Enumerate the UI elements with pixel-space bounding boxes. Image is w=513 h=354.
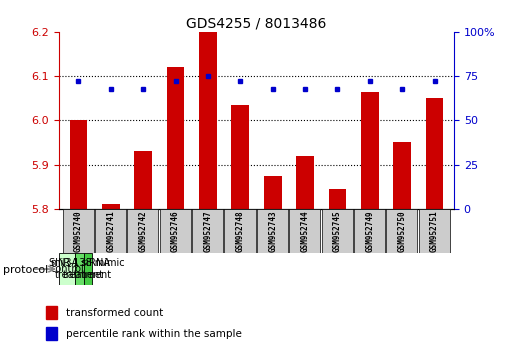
Bar	[289, 209, 320, 253]
Text: GSM952750: GSM952750	[398, 210, 407, 252]
Text: GSM952746: GSM952746	[171, 210, 180, 252]
Text: GSM952751: GSM952751	[430, 210, 439, 252]
Bar	[95, 209, 126, 253]
Bar	[84, 253, 92, 285]
Text: GSM952745: GSM952745	[333, 210, 342, 252]
Text: GSM952744: GSM952744	[301, 210, 309, 252]
Text: GSM952741: GSM952741	[106, 210, 115, 252]
Bar	[354, 209, 385, 253]
Title: GDS4255 / 8013486: GDS4255 / 8013486	[186, 17, 327, 31]
Text: GSM952740: GSM952740	[74, 210, 83, 252]
Text: GSM952743: GSM952743	[268, 210, 277, 252]
Text: protocol: protocol	[3, 265, 48, 275]
Bar	[127, 209, 159, 253]
Text: GSM952747: GSM952747	[204, 210, 212, 252]
Bar	[160, 209, 191, 253]
Bar	[426, 98, 443, 209]
Bar	[264, 176, 282, 209]
Bar	[75, 253, 84, 285]
Bar	[257, 209, 288, 253]
Bar	[199, 32, 217, 209]
Bar	[70, 120, 87, 209]
Bar	[63, 209, 94, 253]
Bar	[386, 209, 418, 253]
Text: miR-138 mimic
treatment: miR-138 mimic treatment	[51, 258, 125, 280]
Text: transformed count: transformed count	[66, 308, 163, 318]
Bar	[322, 209, 352, 253]
Bar	[393, 143, 411, 209]
Bar	[59, 253, 75, 285]
Text: GSM952742: GSM952742	[139, 210, 148, 252]
Bar	[46, 307, 57, 319]
Bar	[328, 189, 346, 209]
Bar	[231, 105, 249, 209]
Bar	[102, 205, 120, 209]
Bar	[361, 92, 379, 209]
Bar	[419, 209, 450, 253]
Bar	[296, 156, 314, 209]
Text: SIN3A siRNA
treatment: SIN3A siRNA treatment	[49, 258, 110, 280]
Bar	[225, 209, 255, 253]
Bar	[134, 152, 152, 209]
Text: percentile rank within the sample: percentile rank within the sample	[66, 329, 242, 338]
Bar	[192, 209, 223, 253]
Bar	[46, 327, 57, 340]
Text: GSM952748: GSM952748	[236, 210, 245, 252]
Bar	[167, 67, 185, 209]
Text: GSM952749: GSM952749	[365, 210, 374, 252]
Text: control: control	[50, 264, 84, 274]
